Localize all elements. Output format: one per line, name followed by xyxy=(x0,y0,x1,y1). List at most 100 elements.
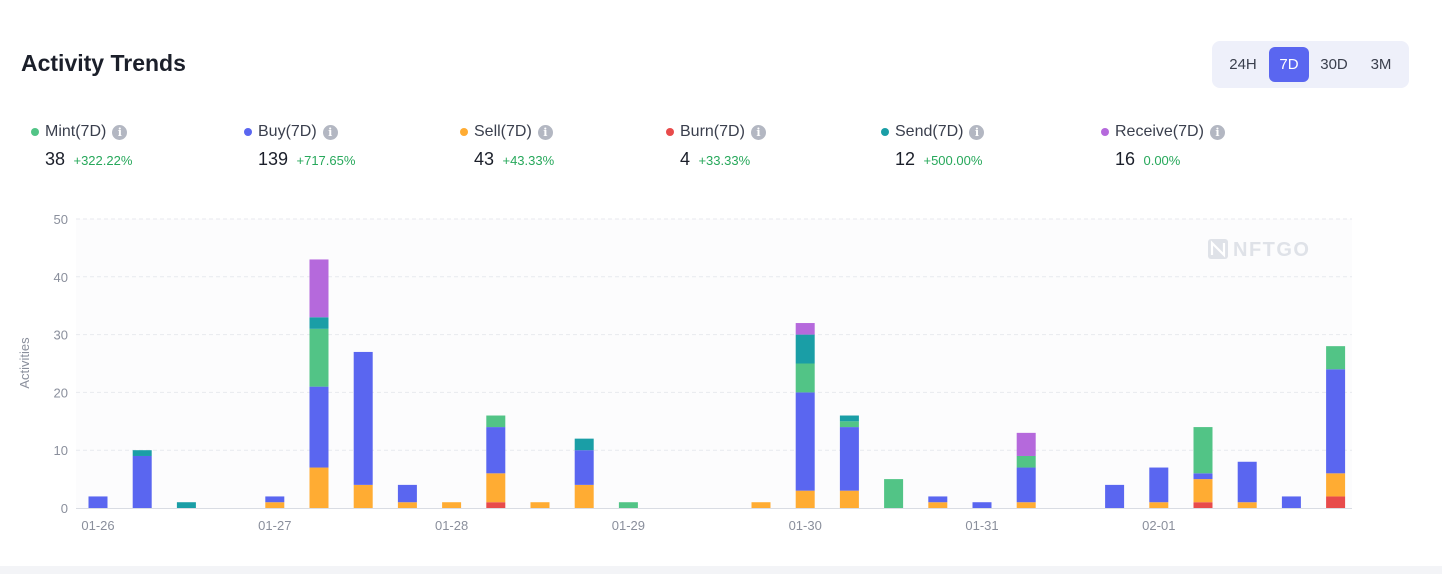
stat-sell-label: Sell(7D) xyxy=(474,123,532,140)
bar-segment-sell[interactable] xyxy=(486,473,506,503)
bar-segment-receive[interactable] xyxy=(309,259,329,318)
bar-segment-mint[interactable] xyxy=(486,415,506,428)
range-3m-button[interactable]: 3M xyxy=(1370,56,1392,73)
bar-segment-buy[interactable] xyxy=(1281,496,1301,508)
info-icon[interactable]: i xyxy=(537,124,553,140)
bar-segment-sell[interactable] xyxy=(265,502,285,508)
plot-area xyxy=(76,219,1352,508)
bar-segment-send[interactable] xyxy=(574,438,594,451)
info-icon[interactable]: i xyxy=(1209,124,1225,140)
bar-segment-burn[interactable] xyxy=(1326,496,1346,508)
range-7d-button[interactable]: 7D xyxy=(1269,47,1309,82)
info-icon[interactable]: i xyxy=(750,124,766,140)
info-icon[interactable]: i xyxy=(322,124,338,140)
bar-segment-burn[interactable] xyxy=(486,502,506,508)
bar-segment-buy[interactable] xyxy=(972,502,992,508)
bar-segment-sell[interactable] xyxy=(1149,502,1169,508)
stat-mint-label: Mint(7D) xyxy=(45,123,107,140)
bar-segment-sell[interactable] xyxy=(795,490,815,508)
bar-segment-buy[interactable] xyxy=(1237,461,1257,503)
bar-segment-buy[interactable] xyxy=(928,496,948,503)
bar-segment-sell[interactable] xyxy=(442,502,462,508)
x-tick-label: 01-31 xyxy=(965,518,998,533)
bar-segment-send[interactable] xyxy=(176,502,196,508)
stat-send-change: +500.00% xyxy=(923,153,983,168)
bar-segment-send[interactable] xyxy=(795,334,815,364)
bar-segment-send[interactable] xyxy=(839,415,859,422)
bar-segment-mint[interactable] xyxy=(795,363,815,393)
bar-segment-buy[interactable] xyxy=(309,386,329,468)
y-axis-label: Activities xyxy=(17,337,32,389)
stat-burn-change: +33.33% xyxy=(698,153,751,168)
receive-legend-dot xyxy=(1101,128,1109,136)
bar-segment-buy[interactable] xyxy=(132,455,152,508)
x-tick-label: 01-30 xyxy=(789,518,822,533)
bar-segment-mint[interactable] xyxy=(618,502,638,508)
stat-send: Send(7D) i 12 +500.00% xyxy=(881,121,985,170)
bar-segment-sell[interactable] xyxy=(1016,502,1036,508)
bar-segment-buy[interactable] xyxy=(486,427,506,474)
bar-segment-sell[interactable] xyxy=(530,502,550,508)
stat-receive-label: Receive(7D) xyxy=(1115,123,1204,140)
bottom-divider xyxy=(0,566,1442,574)
bar-segment-sell[interactable] xyxy=(353,484,373,508)
bar-segment-buy[interactable] xyxy=(265,496,285,503)
x-tick-label: 01-29 xyxy=(612,518,645,533)
bar-segment-sell[interactable] xyxy=(928,502,948,508)
bar-segment-sell[interactable] xyxy=(574,484,594,508)
stat-sell-change: +43.33% xyxy=(502,153,555,168)
time-range-selector: 24H 7D 30D 3M xyxy=(1212,41,1409,88)
bar-segment-sell[interactable] xyxy=(309,467,329,508)
bar-segment-receive[interactable] xyxy=(795,323,815,335)
nftgo-logo-mark xyxy=(1210,240,1226,258)
bar-segment-mint[interactable] xyxy=(1193,427,1213,474)
buy-legend-dot xyxy=(244,128,252,136)
stat-buy: Buy(7D) i 139 +717.65% xyxy=(244,121,355,170)
stat-buy-value: 139 xyxy=(258,149,289,169)
bar-segment-send[interactable] xyxy=(132,450,152,456)
bar-segment-mint[interactable] xyxy=(1016,455,1036,468)
bar-segment-burn[interactable] xyxy=(1193,502,1213,508)
range-24h-button[interactable]: 24H xyxy=(1229,56,1257,73)
y-tick-label: 40 xyxy=(54,270,68,285)
bar-segment-sell[interactable] xyxy=(397,502,417,508)
info-icon[interactable]: i xyxy=(112,124,128,140)
stat-mint: Mint(7D) i 38 +322.22% xyxy=(31,121,132,170)
bar-segment-buy[interactable] xyxy=(88,496,108,508)
bar-segment-sell[interactable] xyxy=(1237,502,1257,508)
bar-segment-mint[interactable] xyxy=(1326,346,1346,370)
bar-segment-buy[interactable] xyxy=(1326,369,1346,474)
bar-segment-buy[interactable] xyxy=(1193,473,1213,480)
bar-segment-receive[interactable] xyxy=(1016,432,1036,456)
range-30d-button[interactable]: 30D xyxy=(1320,56,1348,73)
bar-segment-buy[interactable] xyxy=(1105,484,1125,508)
bar-segment-buy[interactable] xyxy=(795,392,815,491)
bar-segment-sell[interactable] xyxy=(839,490,859,508)
page-title: Activity Trends xyxy=(21,50,186,76)
x-tick-label: 01-26 xyxy=(81,518,114,533)
bar-segment-mint[interactable] xyxy=(884,479,904,508)
bar-segment-buy[interactable] xyxy=(839,427,859,491)
mint-legend-dot xyxy=(31,128,39,136)
bar-segment-buy[interactable] xyxy=(1149,467,1169,503)
y-tick-label: 0 xyxy=(61,501,68,516)
send-legend-dot xyxy=(881,128,889,136)
y-tick-label: 20 xyxy=(54,385,68,400)
bar-segment-sell[interactable] xyxy=(1193,479,1213,503)
bar-segment-send[interactable] xyxy=(309,317,329,329)
bar-segment-buy[interactable] xyxy=(353,351,373,485)
stat-buy-change: +717.65% xyxy=(296,153,356,168)
y-tick-label: 30 xyxy=(54,328,68,343)
bar-segment-mint[interactable] xyxy=(309,328,329,387)
stat-sell: Sell(7D) i 43 +43.33% xyxy=(460,121,554,170)
bar-segment-sell[interactable] xyxy=(1326,473,1346,497)
stat-burn: Burn(7D) i 4 +33.33% xyxy=(666,121,766,170)
info-icon[interactable]: i xyxy=(969,124,985,140)
bar-segment-buy[interactable] xyxy=(397,484,417,503)
bar-segment-mint[interactable] xyxy=(839,421,859,428)
bar-segment-sell[interactable] xyxy=(751,502,771,508)
bar-segment-buy[interactable] xyxy=(1016,467,1036,503)
bar-segment-buy[interactable] xyxy=(574,450,594,485)
stat-buy-label: Buy(7D) xyxy=(258,123,317,140)
